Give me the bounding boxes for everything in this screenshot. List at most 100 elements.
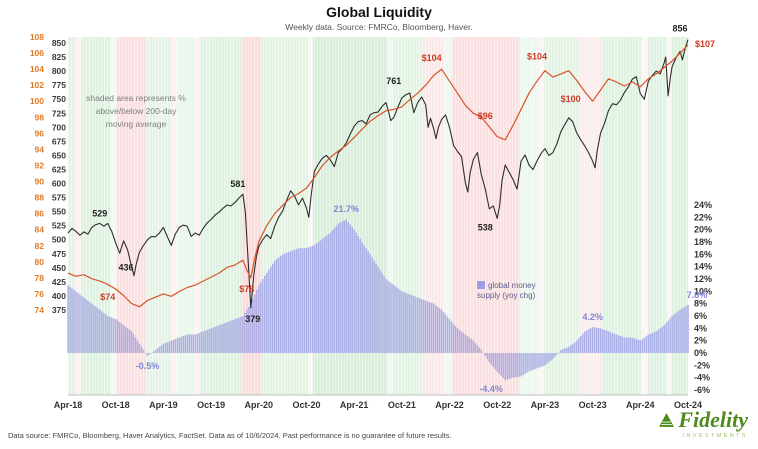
note-line-1: shaded area represents % <box>86 93 186 103</box>
axis-tick-labels: 108 106 104 102 100 98 96 94 92 90 88 86 84 82 80 78 76 7… <box>30 32 712 410</box>
footnote: Data source: FMRCo, Bloomberg, Haver Ana… <box>8 431 452 440</box>
svg-text:850: 850 <box>52 38 66 48</box>
legend: global money supply (yoy chg) <box>477 281 553 302</box>
svg-text:100: 100 <box>30 96 44 106</box>
fidelity-pyramid-icon <box>658 412 675 429</box>
svg-text:500: 500 <box>52 235 66 245</box>
svg-text:4%: 4% <box>694 323 707 333</box>
svg-text:550: 550 <box>52 207 66 217</box>
svg-text:80: 80 <box>35 257 45 267</box>
svg-text:22%: 22% <box>694 212 712 222</box>
svg-text:18%: 18% <box>694 237 712 247</box>
svg-text:Oct-19: Oct-19 <box>197 400 225 410</box>
svg-text:775: 775 <box>52 80 66 90</box>
note-line-3: moving average <box>105 119 167 130</box>
svg-text:14%: 14% <box>694 262 712 272</box>
svg-text:$78: $78 <box>239 284 254 294</box>
svg-text:2%: 2% <box>694 336 707 346</box>
svg-text:Apr-24: Apr-24 <box>626 400 655 410</box>
svg-text:21.7%: 21.7% <box>333 204 359 214</box>
svg-text:Apr-20: Apr-20 <box>245 400 274 410</box>
svg-text:104: 104 <box>30 64 44 74</box>
legend-label: global money supply (yoy chg) <box>477 281 536 301</box>
svg-text:700: 700 <box>52 122 66 132</box>
svg-text:94: 94 <box>35 144 45 154</box>
svg-text:Oct-24: Oct-24 <box>674 400 702 410</box>
svg-text:-4.4%: -4.4% <box>479 384 503 394</box>
svg-text:8%: 8% <box>694 299 707 309</box>
svg-text:7.8%: 7.8% <box>687 290 708 300</box>
svg-text:Oct-23: Oct-23 <box>579 400 607 410</box>
svg-text:600: 600 <box>52 179 66 189</box>
svg-text:102: 102 <box>30 80 44 90</box>
svg-text:581: 581 <box>230 179 245 189</box>
svg-text:856: 856 <box>672 24 687 34</box>
svg-text:$100: $100 <box>561 94 581 104</box>
svg-text:Oct-20: Oct-20 <box>292 400 320 410</box>
money-supply-bars <box>67 219 689 381</box>
legend-swatch-icon <box>477 281 485 289</box>
svg-text:475: 475 <box>52 249 66 259</box>
svg-text:$107: $107 <box>695 39 715 49</box>
svg-text:$74: $74 <box>100 292 115 302</box>
svg-text:24%: 24% <box>694 200 712 210</box>
svg-text:Apr-21: Apr-21 <box>340 400 369 410</box>
svg-text:98: 98 <box>35 112 45 122</box>
svg-text:92: 92 <box>35 160 45 170</box>
series-lines <box>67 39 689 309</box>
svg-text:$104: $104 <box>527 52 547 62</box>
svg-text:Apr-18: Apr-18 <box>54 400 83 410</box>
svg-text:90: 90 <box>35 177 45 187</box>
svg-text:725: 725 <box>52 108 66 118</box>
svg-text:82: 82 <box>35 241 45 251</box>
svg-text:538: 538 <box>478 222 493 232</box>
svg-text:Oct-22: Oct-22 <box>483 400 511 410</box>
fidelity-wordmark: Fidelity <box>678 407 748 432</box>
svg-text:96: 96 <box>35 128 45 138</box>
svg-text:675: 675 <box>52 136 66 146</box>
svg-text:Oct-21: Oct-21 <box>388 400 416 410</box>
fidelity-logo: Fidelity INVESTMENTS <box>658 409 748 439</box>
svg-text:106: 106 <box>30 48 44 58</box>
svg-text:6%: 6% <box>694 311 707 321</box>
svg-text:529: 529 <box>92 208 107 218</box>
svg-text:425: 425 <box>52 277 66 287</box>
svg-text:Apr-22: Apr-22 <box>435 400 464 410</box>
svg-text:525: 525 <box>52 221 66 231</box>
svg-text:436: 436 <box>118 263 133 273</box>
note-line-2: above/below 200-day <box>95 106 177 117</box>
svg-text:0%: 0% <box>694 348 707 358</box>
svg-text:86: 86 <box>35 209 45 219</box>
svg-text:450: 450 <box>52 263 66 273</box>
svg-text:400: 400 <box>52 291 66 301</box>
svg-text:4.2%: 4.2% <box>582 312 603 322</box>
svg-text:108: 108 <box>30 32 44 42</box>
svg-text:Apr-19: Apr-19 <box>149 400 178 410</box>
svg-text:800: 800 <box>52 66 66 76</box>
svg-text:12%: 12% <box>694 274 712 284</box>
fidelity-sub-text: INVESTMENTS <box>682 433 748 439</box>
svg-text:16%: 16% <box>694 249 712 259</box>
svg-text:76: 76 <box>35 289 45 299</box>
svg-text:750: 750 <box>52 94 66 104</box>
svg-text:74: 74 <box>35 305 45 315</box>
svg-text:825: 825 <box>52 52 66 62</box>
svg-text:650: 650 <box>52 150 66 160</box>
svg-text:$104: $104 <box>422 53 442 63</box>
svg-text:84: 84 <box>35 225 45 235</box>
svg-text:78: 78 <box>35 273 45 283</box>
svg-text:10%: 10% <box>694 286 712 296</box>
svg-text:761: 761 <box>386 76 401 86</box>
svg-text:375: 375 <box>52 305 66 315</box>
svg-text:-0.5%: -0.5% <box>136 361 160 371</box>
chart-subtitle: Weekly data. Source: FMRCo, Bloomberg, H… <box>285 22 473 32</box>
svg-text:-6%: -6% <box>694 385 710 395</box>
svg-text:20%: 20% <box>694 225 712 235</box>
svg-text:625: 625 <box>52 164 66 174</box>
data-annotations: 529 436 581 379 761 538 856 $74 $78 $104 $96 $104 $1… <box>92 24 715 395</box>
svg-text:575: 575 <box>52 193 66 203</box>
svg-text:Oct-18: Oct-18 <box>102 400 130 410</box>
shaded-area-note: shaded area represents % above/below 200… <box>72 92 200 132</box>
svg-text:Apr-23: Apr-23 <box>531 400 560 410</box>
